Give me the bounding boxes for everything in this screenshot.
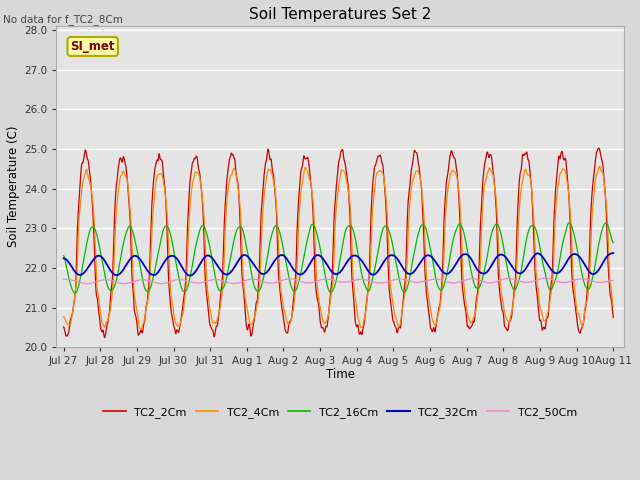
TC2_4Cm [545,308,552,314]
Y-axis label: Soil Temperature (C): Soil Temperature (C) [7,126,20,247]
TC2_4Cm [496,275,504,281]
TC2_16Cm [424,234,432,240]
TC2_32Cm [244,254,252,260]
TC2_32Cm [609,250,617,256]
TC2_2Cm [182,267,190,273]
Text: No data for f_TC2_8Cm: No data for f_TC2_8Cm [3,13,123,24]
TC2_50Cm [83,281,91,287]
TC2_2Cm [60,324,67,330]
TC2_32Cm [545,263,552,268]
TC2_50Cm [545,276,552,281]
Line: TC2_32Cm: TC2_32Cm [63,253,613,276]
TC2_32Cm [168,253,176,259]
TC2_16Cm [566,220,573,226]
TC2_16Cm [609,240,617,246]
TC2_4Cm [138,326,145,332]
TC2_2Cm [169,318,177,324]
TC2_4Cm [609,304,617,310]
TC2_16Cm [71,290,79,296]
TC2_50Cm [169,278,177,284]
Legend: TC2_2Cm, TC2_4Cm, TC2_16Cm, TC2_32Cm, TC2_50Cm: TC2_2Cm, TC2_4Cm, TC2_16Cm, TC2_32Cm, TC… [99,403,582,422]
TC2_32Cm [496,252,504,258]
X-axis label: Time: Time [326,368,355,381]
TC2_32Cm [186,273,194,278]
TC2_32Cm [182,270,189,276]
TC2_50Cm [60,276,67,282]
TC2_32Cm [424,252,432,258]
TC2_4Cm [244,309,252,314]
TC2_50Cm [541,276,549,281]
TC2_4Cm [169,303,177,309]
TC2_50Cm [609,277,617,283]
TC2_16Cm [169,243,177,249]
Text: SI_met: SI_met [70,40,115,53]
TC2_16Cm [182,288,190,293]
TC2_2Cm [545,312,552,318]
TC2_16Cm [496,227,504,232]
TC2_4Cm [596,164,604,169]
TC2_2Cm [424,303,432,309]
TC2_16Cm [545,284,552,289]
Line: TC2_4Cm: TC2_4Cm [63,167,613,329]
TC2_50Cm [496,277,504,283]
TC2_2Cm [496,290,504,296]
Title: Soil Temperatures Set 2: Soil Temperatures Set 2 [249,7,431,22]
TC2_16Cm [244,250,252,255]
TC2_4Cm [60,314,67,320]
Line: TC2_50Cm: TC2_50Cm [63,278,613,284]
TC2_50Cm [182,278,190,284]
TC2_2Cm [100,335,108,340]
TC2_4Cm [182,283,190,288]
TC2_2Cm [595,145,602,151]
TC2_2Cm [244,326,252,332]
TC2_50Cm [424,277,432,283]
TC2_16Cm [60,253,67,259]
TC2_2Cm [609,314,617,320]
TC2_32Cm [60,255,67,261]
Line: TC2_16Cm: TC2_16Cm [63,223,613,293]
TC2_50Cm [244,277,252,283]
Line: TC2_2Cm: TC2_2Cm [63,148,613,337]
TC2_4Cm [424,289,432,295]
